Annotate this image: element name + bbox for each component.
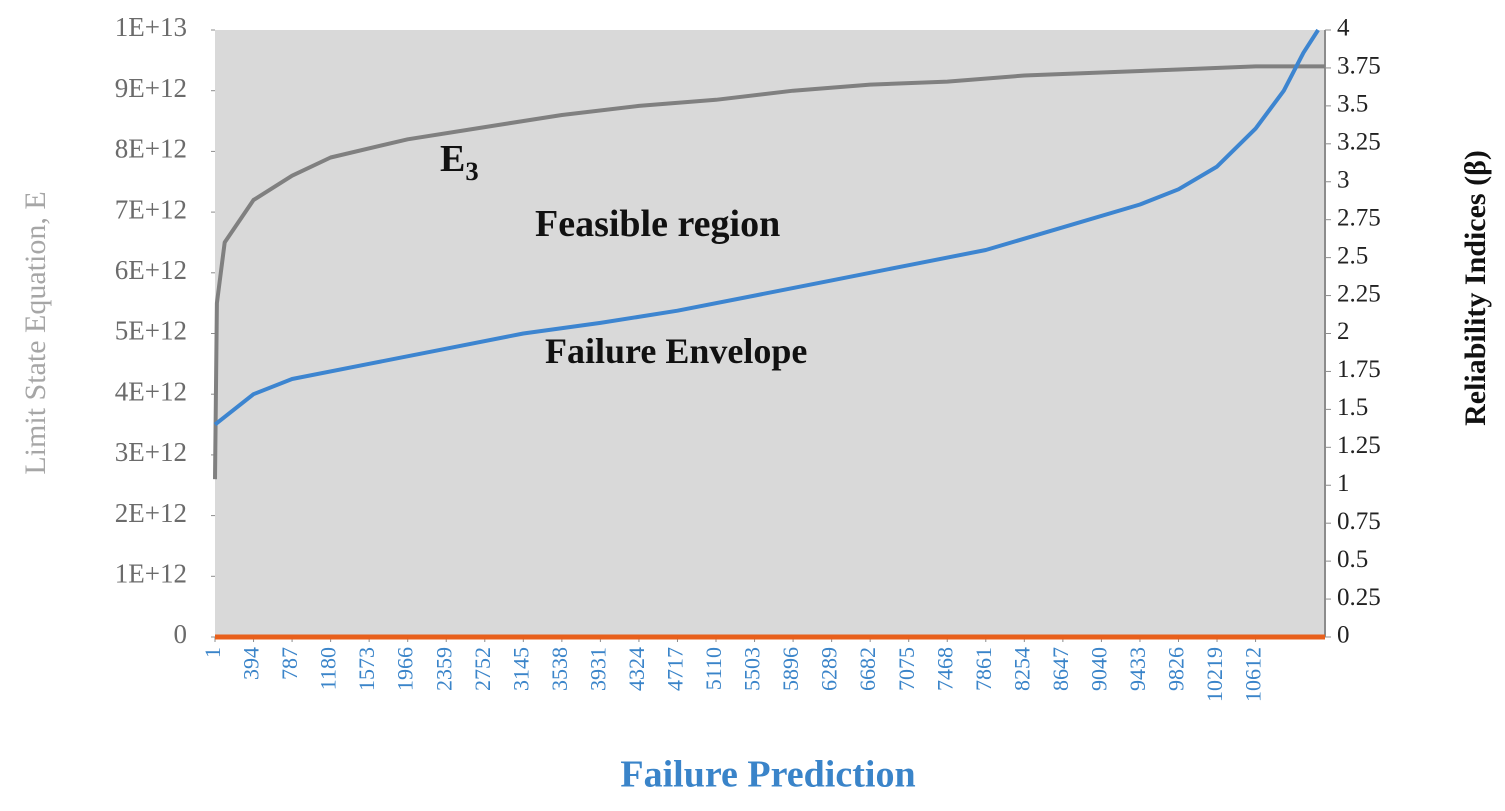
y2-tick-label: 1.75 bbox=[1337, 356, 1381, 383]
y-tick-label: 9E+12 bbox=[115, 73, 187, 103]
x-tick-label: 2752 bbox=[470, 647, 495, 691]
y2-axis-title: Reliability Indices (β) bbox=[1459, 150, 1492, 426]
x-tick-label: 3931 bbox=[585, 647, 610, 691]
x-tick-label: 1966 bbox=[393, 647, 418, 691]
y2-tick-label: 2.25 bbox=[1337, 280, 1381, 307]
x-tick-label: 4717 bbox=[663, 647, 688, 691]
y2-tick-label: 0.75 bbox=[1337, 508, 1381, 535]
x-tick-label: 7861 bbox=[971, 647, 996, 691]
x-tick-label: 5110 bbox=[701, 647, 726, 690]
x-tick-label: 9040 bbox=[1086, 647, 1111, 691]
annotation: E3 bbox=[440, 138, 479, 186]
series-line bbox=[213, 28, 1320, 427]
y-tick-label: 8E+12 bbox=[115, 134, 187, 164]
annotation-subscript: 3 bbox=[465, 156, 478, 186]
x-tick-label: 394 bbox=[239, 647, 264, 680]
x-tick-label: 10219 bbox=[1202, 647, 1227, 702]
x-tick-label: 8254 bbox=[1009, 647, 1034, 691]
series-line bbox=[213, 64, 1325, 480]
y2-tick-label: 3.75 bbox=[1337, 53, 1381, 80]
annotation-text: Failure Envelope bbox=[545, 331, 807, 371]
x-tick-label: 787 bbox=[277, 647, 302, 680]
x-tick-label: 7468 bbox=[932, 647, 957, 691]
y2-tick-label: 2 bbox=[1337, 318, 1350, 345]
x-tick-label: 1180 bbox=[316, 647, 341, 690]
y2-tick-label: 0.5 bbox=[1337, 546, 1368, 573]
y-tick-label: 1E+12 bbox=[115, 559, 187, 589]
x-axis-title: Failure Prediction bbox=[620, 754, 915, 796]
x-tick-label: 5503 bbox=[740, 647, 765, 691]
x-tick-label: 6289 bbox=[817, 647, 842, 691]
y2-tick-label: 1.5 bbox=[1337, 394, 1368, 421]
x-tick-label: 9826 bbox=[1164, 647, 1189, 691]
y-tick-label: 4E+12 bbox=[115, 376, 187, 406]
y-tick-label: 0 bbox=[174, 619, 188, 649]
x-tick-label: 4324 bbox=[624, 647, 649, 691]
y2-tick-label: 2.5 bbox=[1337, 242, 1368, 269]
x-tick-label: 2359 bbox=[431, 647, 456, 691]
x-tick-label: 6682 bbox=[855, 647, 880, 691]
x-tick-label: 3145 bbox=[508, 647, 533, 691]
y-tick-label: 3E+12 bbox=[115, 437, 187, 467]
annotation: Feasible region bbox=[535, 203, 780, 245]
plot-area bbox=[215, 30, 1325, 637]
y-tick-label: 7E+12 bbox=[115, 194, 187, 224]
y-tick-label: 2E+12 bbox=[115, 498, 187, 528]
y2-tick-label: 3 bbox=[1337, 166, 1350, 193]
y2-tick-label: 1 bbox=[1337, 470, 1350, 497]
annotation-text: E bbox=[440, 138, 465, 180]
y2-tick-label: 4 bbox=[1337, 15, 1350, 42]
x-tick-label: 8647 bbox=[1048, 647, 1073, 691]
x-tick-label: 3538 bbox=[547, 647, 572, 691]
y2-tick-label: 2.75 bbox=[1337, 204, 1381, 231]
x-tick-label: 1 bbox=[200, 647, 225, 658]
y-tick-label: 6E+12 bbox=[115, 255, 187, 285]
y-axis-title: Limit State Equation, E bbox=[19, 191, 52, 474]
y-tick-label: 1E+13 bbox=[115, 12, 187, 42]
y2-tick-label: 3.5 bbox=[1337, 91, 1368, 118]
x-tick-label: 7075 bbox=[894, 647, 919, 691]
y2-tick-label: 0.25 bbox=[1337, 584, 1381, 611]
x-tick-label: 5896 bbox=[778, 647, 803, 691]
x-tick-label: 9433 bbox=[1125, 647, 1150, 691]
annotation-text: Feasible region bbox=[535, 203, 780, 245]
annotation: Failure Envelope bbox=[545, 331, 807, 371]
y2-tick-label: 0 bbox=[1337, 622, 1350, 649]
y2-tick-label: 3.25 bbox=[1337, 129, 1381, 156]
y-tick-label: 5E+12 bbox=[115, 316, 187, 346]
x-tick-label: 10612 bbox=[1241, 647, 1266, 702]
y2-tick-label: 1.25 bbox=[1337, 432, 1381, 459]
x-tick-label: 1573 bbox=[354, 647, 379, 691]
